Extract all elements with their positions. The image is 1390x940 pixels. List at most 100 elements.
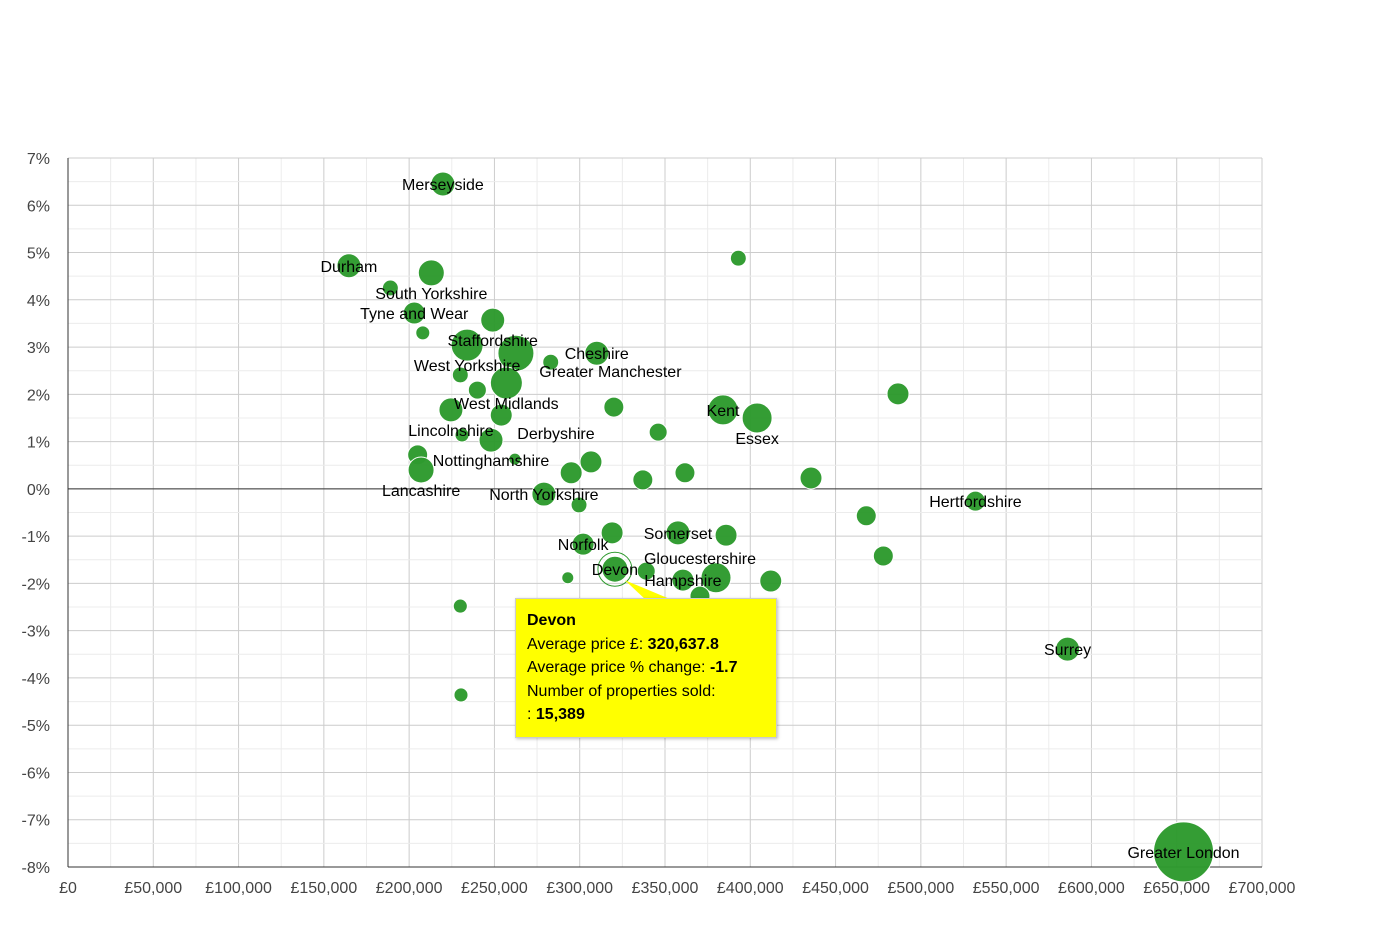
bubble bbox=[707, 394, 739, 426]
bubble bbox=[671, 568, 695, 592]
bubble bbox=[872, 545, 894, 567]
bubble bbox=[571, 532, 595, 556]
bubble bbox=[648, 422, 668, 442]
bubble bbox=[454, 427, 470, 443]
bubble bbox=[451, 366, 469, 384]
bubble-label: Nottinghamshire bbox=[433, 453, 550, 470]
x-tick-label: £450,000 bbox=[802, 880, 869, 897]
bubble bbox=[636, 561, 656, 581]
bubble bbox=[579, 450, 603, 474]
tooltip-sold-value: 15,389 bbox=[535, 706, 585, 723]
y-tick-label: 2% bbox=[27, 387, 50, 404]
bubble bbox=[855, 505, 877, 527]
y-tick-label: -3% bbox=[22, 624, 50, 641]
y-tick-label: -5% bbox=[22, 718, 50, 735]
y-tick-label: -7% bbox=[22, 813, 50, 830]
bubble bbox=[417, 259, 445, 287]
x-tick-label: £500,000 bbox=[887, 880, 954, 897]
bubble-label: Devon bbox=[592, 562, 638, 579]
bubble-label: Somerset bbox=[644, 526, 713, 543]
bubble bbox=[453, 687, 469, 703]
y-tick-label: 7% bbox=[27, 151, 50, 168]
bubble bbox=[729, 249, 747, 267]
bubble-label: Tyne and Wear bbox=[360, 306, 469, 323]
bubble bbox=[886, 382, 910, 406]
bubble bbox=[600, 521, 624, 545]
bubble bbox=[542, 353, 560, 371]
y-tick-label: -2% bbox=[22, 576, 50, 593]
bubble-label: Essex bbox=[735, 431, 779, 448]
bubble bbox=[407, 456, 435, 484]
y-tick-label: 4% bbox=[27, 293, 50, 310]
bubble-label: Cheshire bbox=[565, 346, 629, 363]
bubble bbox=[489, 403, 513, 427]
bubble bbox=[467, 380, 487, 400]
bubble bbox=[964, 490, 986, 512]
bubble bbox=[665, 520, 691, 546]
bubble-label: Merseyside bbox=[402, 177, 484, 194]
bubble-label: West Midlands bbox=[454, 396, 559, 413]
x-tick-label: £250,000 bbox=[461, 880, 528, 897]
bubble bbox=[478, 427, 504, 453]
bubble-label: Norfolk bbox=[558, 537, 610, 554]
bubble-label: Lincolnshire bbox=[408, 423, 493, 440]
bubble bbox=[508, 452, 522, 466]
bubble bbox=[759, 569, 783, 593]
bubble bbox=[452, 598, 468, 614]
x-tick-label: £550,000 bbox=[973, 880, 1040, 897]
bubble bbox=[674, 462, 696, 484]
bubble-label: Hampshire bbox=[644, 573, 721, 590]
y-tick-label: -4% bbox=[22, 671, 50, 688]
bubble bbox=[561, 571, 575, 585]
bubble-label: Surrey bbox=[1044, 642, 1091, 659]
bubble bbox=[559, 461, 583, 485]
x-tick-label: £150,000 bbox=[290, 880, 357, 897]
tooltip: Devon Average price £: 320,637.8 Average… bbox=[515, 598, 777, 738]
bubble-label: Durham bbox=[320, 259, 377, 276]
bubble-label: Derbyshire bbox=[517, 426, 594, 443]
bubble-label: Hertfordshire bbox=[929, 494, 1022, 511]
bubble-label: Greater London bbox=[1127, 845, 1239, 862]
bubble bbox=[438, 397, 464, 423]
y-tick-label: 3% bbox=[27, 340, 50, 357]
bubble bbox=[1153, 821, 1215, 883]
bubble bbox=[741, 402, 773, 434]
x-tick-label: £400,000 bbox=[717, 880, 784, 897]
bubble-label: North Yorkshire bbox=[489, 487, 598, 504]
bubble bbox=[570, 496, 588, 514]
bubble bbox=[714, 523, 738, 547]
bubble-highlight-ring bbox=[597, 551, 633, 587]
bubble-label: Lancashire bbox=[382, 483, 460, 500]
x-tick-label: £50,000 bbox=[124, 880, 182, 897]
bubble bbox=[799, 466, 823, 490]
bubble bbox=[336, 253, 362, 279]
x-tick-label: £650,000 bbox=[1143, 880, 1210, 897]
y-tick-label: -8% bbox=[22, 860, 50, 877]
bubble bbox=[489, 366, 523, 400]
x-tick-label: £200,000 bbox=[376, 880, 443, 897]
tooltip-title: Devon bbox=[527, 612, 576, 629]
y-tick-label: 0% bbox=[27, 482, 50, 499]
bubble bbox=[381, 279, 399, 297]
x-tick-label: £700,000 bbox=[1229, 880, 1296, 897]
bubble bbox=[415, 325, 431, 341]
tooltip-price-value: 320,637.8 bbox=[647, 635, 719, 653]
bubble-label: South Yorkshire bbox=[375, 286, 487, 303]
tooltip-sold-label: Number of properties sold: bbox=[527, 682, 716, 700]
bubble bbox=[603, 396, 625, 418]
x-tick-label: £300,000 bbox=[546, 880, 613, 897]
bubble bbox=[430, 171, 456, 197]
y-tick-label: 5% bbox=[27, 246, 50, 263]
bubble bbox=[531, 481, 557, 507]
tooltip-pointer bbox=[624, 580, 670, 599]
bubble bbox=[632, 469, 654, 491]
bubble bbox=[700, 562, 732, 594]
bubble-label: Staffordshire bbox=[448, 333, 539, 350]
bubble bbox=[480, 307, 506, 333]
tooltip-sold-prefix: : bbox=[527, 706, 532, 723]
bubble-label: Kent bbox=[707, 403, 740, 420]
bubble bbox=[584, 340, 610, 366]
bubble bbox=[1055, 636, 1081, 662]
bubble bbox=[402, 301, 426, 325]
